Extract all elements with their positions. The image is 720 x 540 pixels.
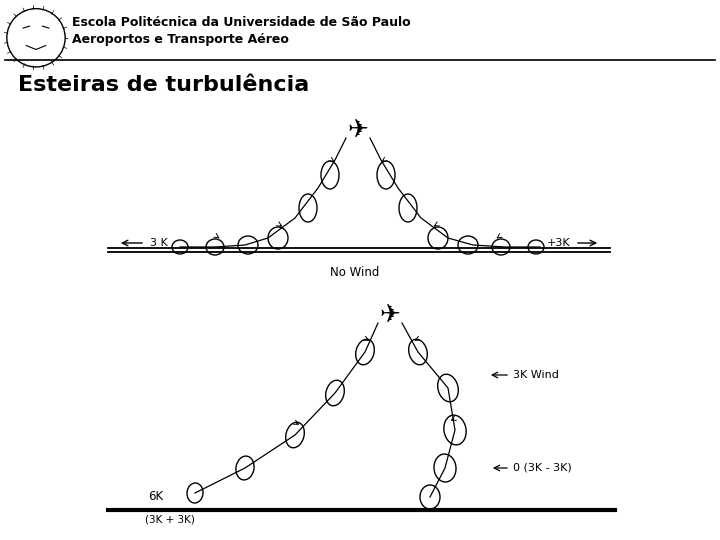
Text: Esteiras de turbulência: Esteiras de turbulência bbox=[18, 75, 310, 95]
Text: +3K: +3K bbox=[546, 238, 570, 248]
Text: 0 (3K - 3K): 0 (3K - 3K) bbox=[513, 463, 572, 473]
Text: Escola Politécnica da Universidade de São Paulo: Escola Politécnica da Universidade de Sã… bbox=[72, 16, 410, 29]
Text: 6K: 6K bbox=[148, 489, 163, 503]
Text: ✈: ✈ bbox=[379, 303, 400, 327]
Text: Aeroportos e Transporte Aéreo: Aeroportos e Transporte Aéreo bbox=[72, 33, 289, 46]
Text: ✈: ✈ bbox=[348, 118, 369, 142]
Text: 3K Wind: 3K Wind bbox=[513, 370, 559, 380]
Text: No Wind: No Wind bbox=[330, 266, 379, 279]
Text: 3 K: 3 K bbox=[150, 238, 168, 248]
Text: (3K + 3K): (3K + 3K) bbox=[145, 514, 195, 524]
